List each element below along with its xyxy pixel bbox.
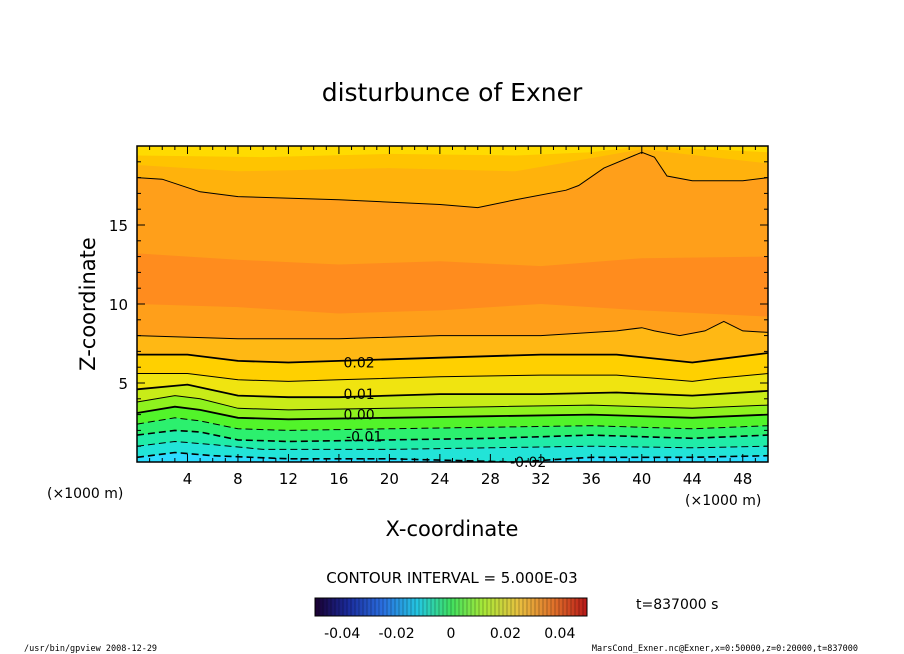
contour-labels: 0.02 0.01 0.00 -0.01 -0.02: [344, 355, 547, 471]
plot-area: 0.020.010.00-0.01-0.02 4 8 12 16 20 24 28 32 36 4…: [109, 145, 769, 488]
chart-title: disturbunce of Exner: [322, 78, 583, 107]
colorbar-tick-label-1: -0.02: [378, 626, 414, 642]
contour-interval-text: CONTOUR INTERVAL = 5.000E-03: [326, 569, 577, 587]
contour-line-5: [137, 405, 768, 421]
contour-label-2: 0.00: [344, 408, 375, 424]
fill-band-9: [137, 452, 768, 462]
colorbar-stripes: [318, 598, 584, 616]
x-axis-ticks: 4 8 12 16 20 24 28 32 36 40 44 48: [149, 146, 756, 488]
x-axis-label: X-coordinate: [386, 517, 519, 541]
contour-line-4: [137, 395, 768, 411]
x-tick-label-40: 40: [632, 470, 651, 488]
x-tick-label-20: 20: [380, 470, 399, 488]
x-tick-label-44: 44: [683, 470, 702, 488]
colorbar-frame: [314, 597, 588, 617]
colorbar-gradient: [315, 598, 587, 616]
x-tick-label-28: 28: [481, 470, 500, 488]
colorbar-tick-labels: -0.04 -0.02 0 0.02 0.04: [324, 626, 575, 642]
colorbar-tick-label-2: 0: [447, 626, 456, 642]
colorbar-tick-label-3: 0.02: [490, 626, 521, 642]
x-tick-label-12: 12: [279, 470, 298, 488]
contour-line-6: [137, 417, 768, 431]
contour-lines: [137, 151, 768, 462]
contour-label-4: -0.02: [510, 455, 546, 471]
contour-line-1: [137, 352, 768, 364]
contour-line-10: [137, 151, 768, 209]
footer-left: /usr/bin/gpview 2008-12-29: [24, 644, 157, 654]
fill-band-mid: [137, 253, 768, 317]
contour-label-1: 0.01: [344, 387, 375, 403]
contour-line-0: [137, 320, 768, 340]
colorbar-tick-label-0: -0.04: [324, 626, 360, 642]
contour-label-0: 0.02: [344, 355, 375, 371]
y-tick-label-10: 10: [109, 296, 128, 314]
contour-label-3: -0.01: [346, 430, 382, 446]
x-tick-label-4: 4: [183, 470, 193, 488]
x-axis-unit: (×1000 m): [685, 493, 761, 509]
contour-line-2: [137, 373, 768, 382]
contour-line-3: [137, 383, 768, 399]
colorbar-tick-label-4: 0.04: [544, 626, 575, 642]
colorbar: -0.04 -0.02 0 0.02 0.04: [314, 597, 588, 642]
x-tick-label-32: 32: [531, 470, 550, 488]
fill-band-top-1: [137, 146, 768, 158]
x-tick-label-8: 8: [233, 470, 243, 488]
y-tick-label-15: 15: [109, 217, 128, 235]
x-tick-label-24: 24: [430, 470, 449, 488]
time-label: t=837000 s: [636, 597, 718, 613]
y-axis-unit: (×1000 m): [47, 486, 123, 502]
contour-line-8: [137, 440, 768, 450]
x-tick-label-36: 36: [582, 470, 601, 488]
contour-fill-bands: [137, 146, 768, 462]
footer-right: MarsCond_Exner.nc@Exner,x=0:50000,z=0:20…: [592, 644, 858, 654]
contour-line-9: [137, 451, 768, 462]
x-tick-label-16: 16: [329, 470, 348, 488]
x-tick-label-48: 48: [733, 470, 752, 488]
y-axis-ticks: 5 10 15: [109, 161, 768, 447]
y-tick-label-5: 5: [118, 375, 128, 393]
contour-line-7: [137, 429, 768, 443]
y-axis-label: Z-coordinate: [76, 237, 100, 371]
